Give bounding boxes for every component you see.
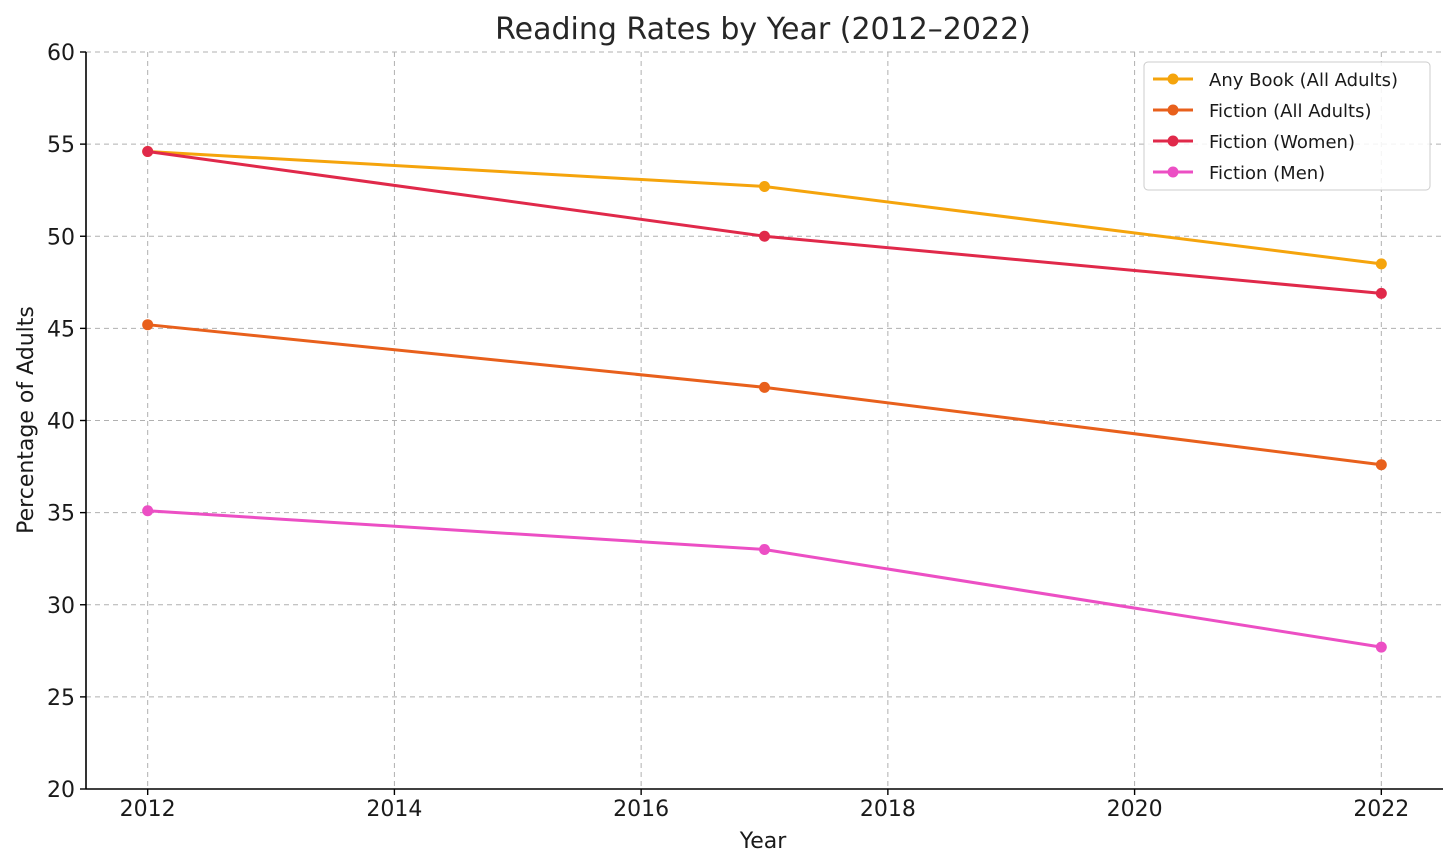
series-fiction-men [142, 505, 1387, 653]
data-point-fiction-all-adults [759, 381, 770, 393]
data-point-fiction-men [1375, 641, 1387, 653]
legend-item-fiction-women: Fiction (Women) [1153, 132, 1355, 153]
legend-label: Fiction (Women) [1209, 132, 1355, 153]
y-tick-label: 40 [47, 410, 75, 435]
y-axis-label: Percentage of Adults [14, 306, 39, 534]
x-tick-label: 2018 [860, 797, 916, 822]
y-tick-label: 45 [47, 317, 75, 342]
y-tick-label: 60 [47, 41, 75, 66]
legend-marker [1167, 135, 1179, 147]
x-tick-label: 2022 [1353, 797, 1409, 822]
y-tick-label: 20 [47, 778, 75, 803]
legend: Any Book (All Adults) Fiction (All Adults… [1143, 61, 1431, 191]
data-point-fiction-women [1375, 287, 1387, 299]
series-line-fiction-all-adults [146, 323, 1383, 467]
legend-item-fiction-all-adults: Fiction (All Adults) [1153, 101, 1372, 122]
y-tick-label: 50 [47, 225, 75, 250]
legend-marker [1167, 166, 1179, 178]
data-point-fiction-all-adults [142, 319, 154, 331]
data-point-fiction-all-adults [1375, 459, 1387, 471]
series-fiction-women [142, 145, 1387, 299]
legend-item-fiction-men: Fiction (Men) [1153, 163, 1325, 184]
x-axis-label: Year [739, 829, 788, 854]
legend-label: Fiction (Men) [1209, 163, 1325, 184]
data-point-fiction-women [759, 230, 770, 242]
y-tick-label: 30 [47, 594, 75, 619]
series-fiction-all-adults [142, 319, 1387, 471]
ticks: 20 25 30 35 40 45 50 55 60 2012 2014 2016 2018 2020 20… [47, 41, 1409, 822]
legend-marker [1167, 73, 1179, 85]
x-tick-label: 2020 [1107, 797, 1163, 822]
legend-marker [1167, 104, 1179, 116]
legend-label: Any Book (All Adults) [1209, 70, 1398, 91]
y-tick-label: 25 [47, 686, 75, 711]
y-tick-label: 35 [47, 502, 75, 527]
legend-box [1143, 61, 1431, 191]
chart-title: Reading Rates by Year (2012–2022) [495, 12, 1031, 47]
data-point-any-book-all-adults [759, 181, 770, 193]
series [142, 145, 1387, 653]
legend-item-any-book-all-adults: Any Book (All Adults) [1153, 70, 1398, 91]
data-point-fiction-women [142, 145, 154, 157]
x-tick-label: 2012 [120, 797, 176, 822]
x-tick-label: 2016 [613, 797, 669, 822]
x-tick-label: 2014 [366, 797, 422, 822]
legend-label: Fiction (All Adults) [1209, 101, 1372, 122]
data-point-fiction-men [142, 505, 154, 517]
data-point-fiction-men [759, 543, 770, 555]
data-point-any-book-all-adults [1375, 258, 1387, 270]
grid [86, 51, 1443, 789]
y-tick-label: 55 [47, 133, 75, 158]
series-line-fiction-men [146, 509, 1383, 649]
